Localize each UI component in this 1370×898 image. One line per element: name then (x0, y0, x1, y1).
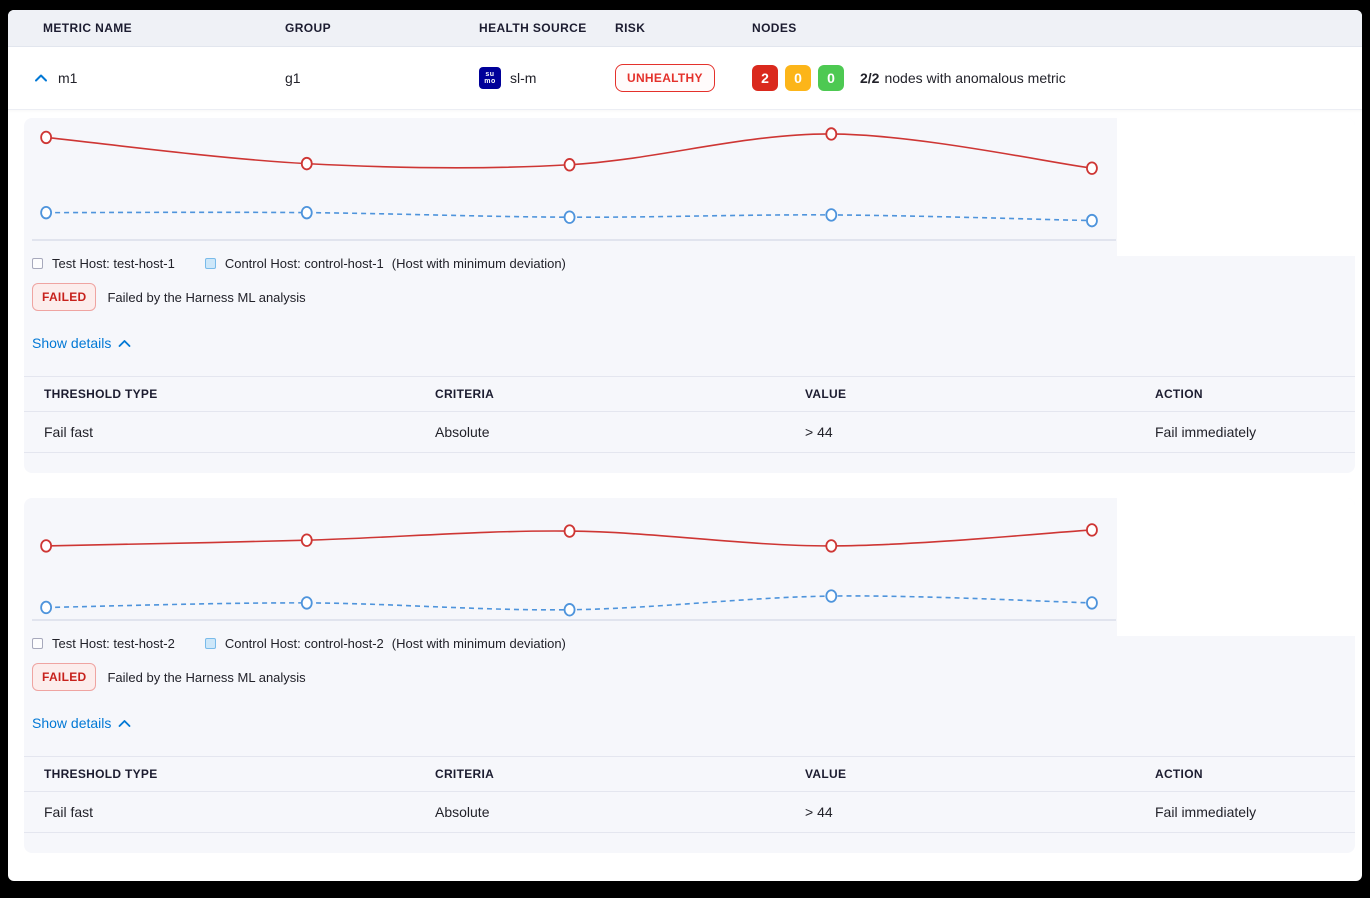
action-value: Fail immediately (1155, 804, 1257, 820)
show-details-toggle[interactable]: Show details (32, 715, 131, 731)
line-chart (32, 523, 1116, 621)
col-group: GROUP (285, 21, 332, 35)
nodes-ratio: 2/2 (860, 70, 880, 86)
col-threshold-type: THRESHOLD TYPE (44, 387, 158, 401)
sumo-logic-icon: su mo (479, 67, 501, 89)
analysis-status-row: FAILED Failed by the Harness ML analysis (32, 283, 1355, 311)
nodes-cell: 2 0 0 2/2 nodes with anomalous metric (752, 65, 1362, 91)
show-details-toggle[interactable]: Show details (32, 335, 131, 351)
col-action: ACTION (1155, 387, 1203, 401)
criteria-value: Absolute (435, 804, 490, 820)
threshold-type-value: Fail fast (44, 424, 94, 440)
show-details-label: Show details (32, 335, 112, 351)
host-analysis-panel-1: Test Host: test-host-1 Control Host: con… (24, 118, 1355, 473)
chart-legend: Test Host: test-host-1 Control Host: con… (32, 256, 1355, 271)
verification-metrics-card: METRIC NAME GROUP HEALTH SOURCE RISK NOD… (8, 10, 1362, 881)
nodes-summary-text: nodes with anomalous metric (884, 70, 1066, 86)
health-source-cell: su mo sl-m (479, 67, 615, 89)
col-threshold-type: THRESHOLD TYPE (44, 767, 158, 781)
warning-nodes-count: 0 (785, 65, 811, 91)
minimum-deviation-note: (Host with minimum deviation) (391, 636, 566, 651)
chart-legend: Test Host: test-host-2 Control Host: con… (32, 636, 1355, 651)
col-health-source: HEALTH SOURCE (479, 21, 587, 35)
chart-side-spacer (1117, 498, 1355, 636)
chevron-up-icon (118, 339, 131, 347)
legend-control-host[interactable]: Control Host: control-host-2 (204, 636, 384, 651)
col-metric-name: METRIC NAME (43, 21, 133, 35)
threshold-table: THRESHOLD TYPE CRITERIA VALUE ACTION Fai… (24, 756, 1355, 833)
analysis-message: Failed by the Harness ML analysis (107, 669, 306, 685)
nodes-summary: 2/2 nodes with anomalous metric (860, 70, 1066, 86)
healthy-nodes-count: 0 (818, 65, 844, 91)
anomalous-nodes-count: 2 (752, 65, 778, 91)
chevron-up-icon (118, 719, 131, 727)
control-series-marker-icon (204, 258, 216, 269)
control-host-label: Control Host: control-host-2 (224, 636, 384, 651)
sumo-icon-text-bottom: mo (484, 78, 496, 85)
value-value: > 44 (805, 804, 833, 820)
legend-control-host[interactable]: Control Host: control-host-1 (204, 256, 384, 271)
analysis-message: Failed by the Harness ML analysis (107, 289, 306, 305)
metric-group: g1 (285, 70, 301, 86)
sumo-icon-text-top: su (485, 71, 495, 78)
test-series-marker-icon (32, 638, 43, 649)
analysis-status-row: FAILED Failed by the Harness ML analysis (32, 663, 1355, 691)
col-nodes: NODES (752, 21, 797, 35)
col-criteria: CRITERIA (435, 767, 495, 781)
chevron-up-icon (35, 74, 47, 82)
col-action: ACTION (1155, 767, 1203, 781)
threshold-table-row: Fail fast Absolute > 44 Fail immediately (24, 412, 1355, 453)
threshold-table: THRESHOLD TYPE CRITERIA VALUE ACTION Fai… (24, 376, 1355, 453)
chart-side-spacer (1117, 118, 1355, 256)
line-chart (32, 127, 1116, 241)
metrics-table-header: METRIC NAME GROUP HEALTH SOURCE RISK NOD… (8, 10, 1362, 47)
col-risk: RISK (615, 21, 646, 35)
host-comparison-chart-1 (32, 118, 1118, 250)
col-value: VALUE (805, 767, 847, 781)
value-value: > 44 (805, 424, 833, 440)
health-source-label: sl-m (510, 70, 537, 86)
minimum-deviation-note: (Host with minimum deviation) (391, 256, 566, 271)
metric-name: m1 (58, 70, 78, 86)
show-details-label: Show details (32, 715, 112, 731)
threshold-type-value: Fail fast (44, 804, 94, 820)
col-value: VALUE (805, 387, 847, 401)
legend-test-host[interactable]: Test Host: test-host-2 (32, 636, 175, 651)
test-host-label: Test Host: test-host-2 (52, 636, 175, 651)
host-comparison-chart-2 (32, 498, 1118, 630)
risk-badge-unhealthy: UNHEALTHY (615, 64, 715, 92)
col-criteria: CRITERIA (435, 387, 495, 401)
control-host-label: Control Host: control-host-1 (224, 256, 384, 271)
legend-test-host[interactable]: Test Host: test-host-1 (32, 256, 175, 271)
action-value: Fail immediately (1155, 424, 1257, 440)
control-series-marker-icon (204, 638, 216, 649)
threshold-table-row: Fail fast Absolute > 44 Fail immediately (24, 792, 1355, 833)
collapse-row-button[interactable] (33, 70, 49, 86)
failed-status-badge: FAILED (32, 663, 97, 691)
failed-status-badge: FAILED (32, 283, 97, 311)
threshold-table-header: THRESHOLD TYPE CRITERIA VALUE ACTION (24, 756, 1355, 792)
test-series-marker-icon (32, 258, 43, 269)
criteria-value: Absolute (435, 424, 490, 440)
metric-row-m1[interactable]: m1 g1 su mo sl-m UNHEALTHY 2 0 0 2/2 node… (8, 47, 1362, 110)
metric-name-cell: m1 (33, 70, 285, 86)
threshold-table-header: THRESHOLD TYPE CRITERIA VALUE ACTION (24, 376, 1355, 412)
test-host-label: Test Host: test-host-1 (52, 256, 175, 271)
host-analysis-panel-2: Test Host: test-host-2 Control Host: con… (24, 498, 1355, 853)
